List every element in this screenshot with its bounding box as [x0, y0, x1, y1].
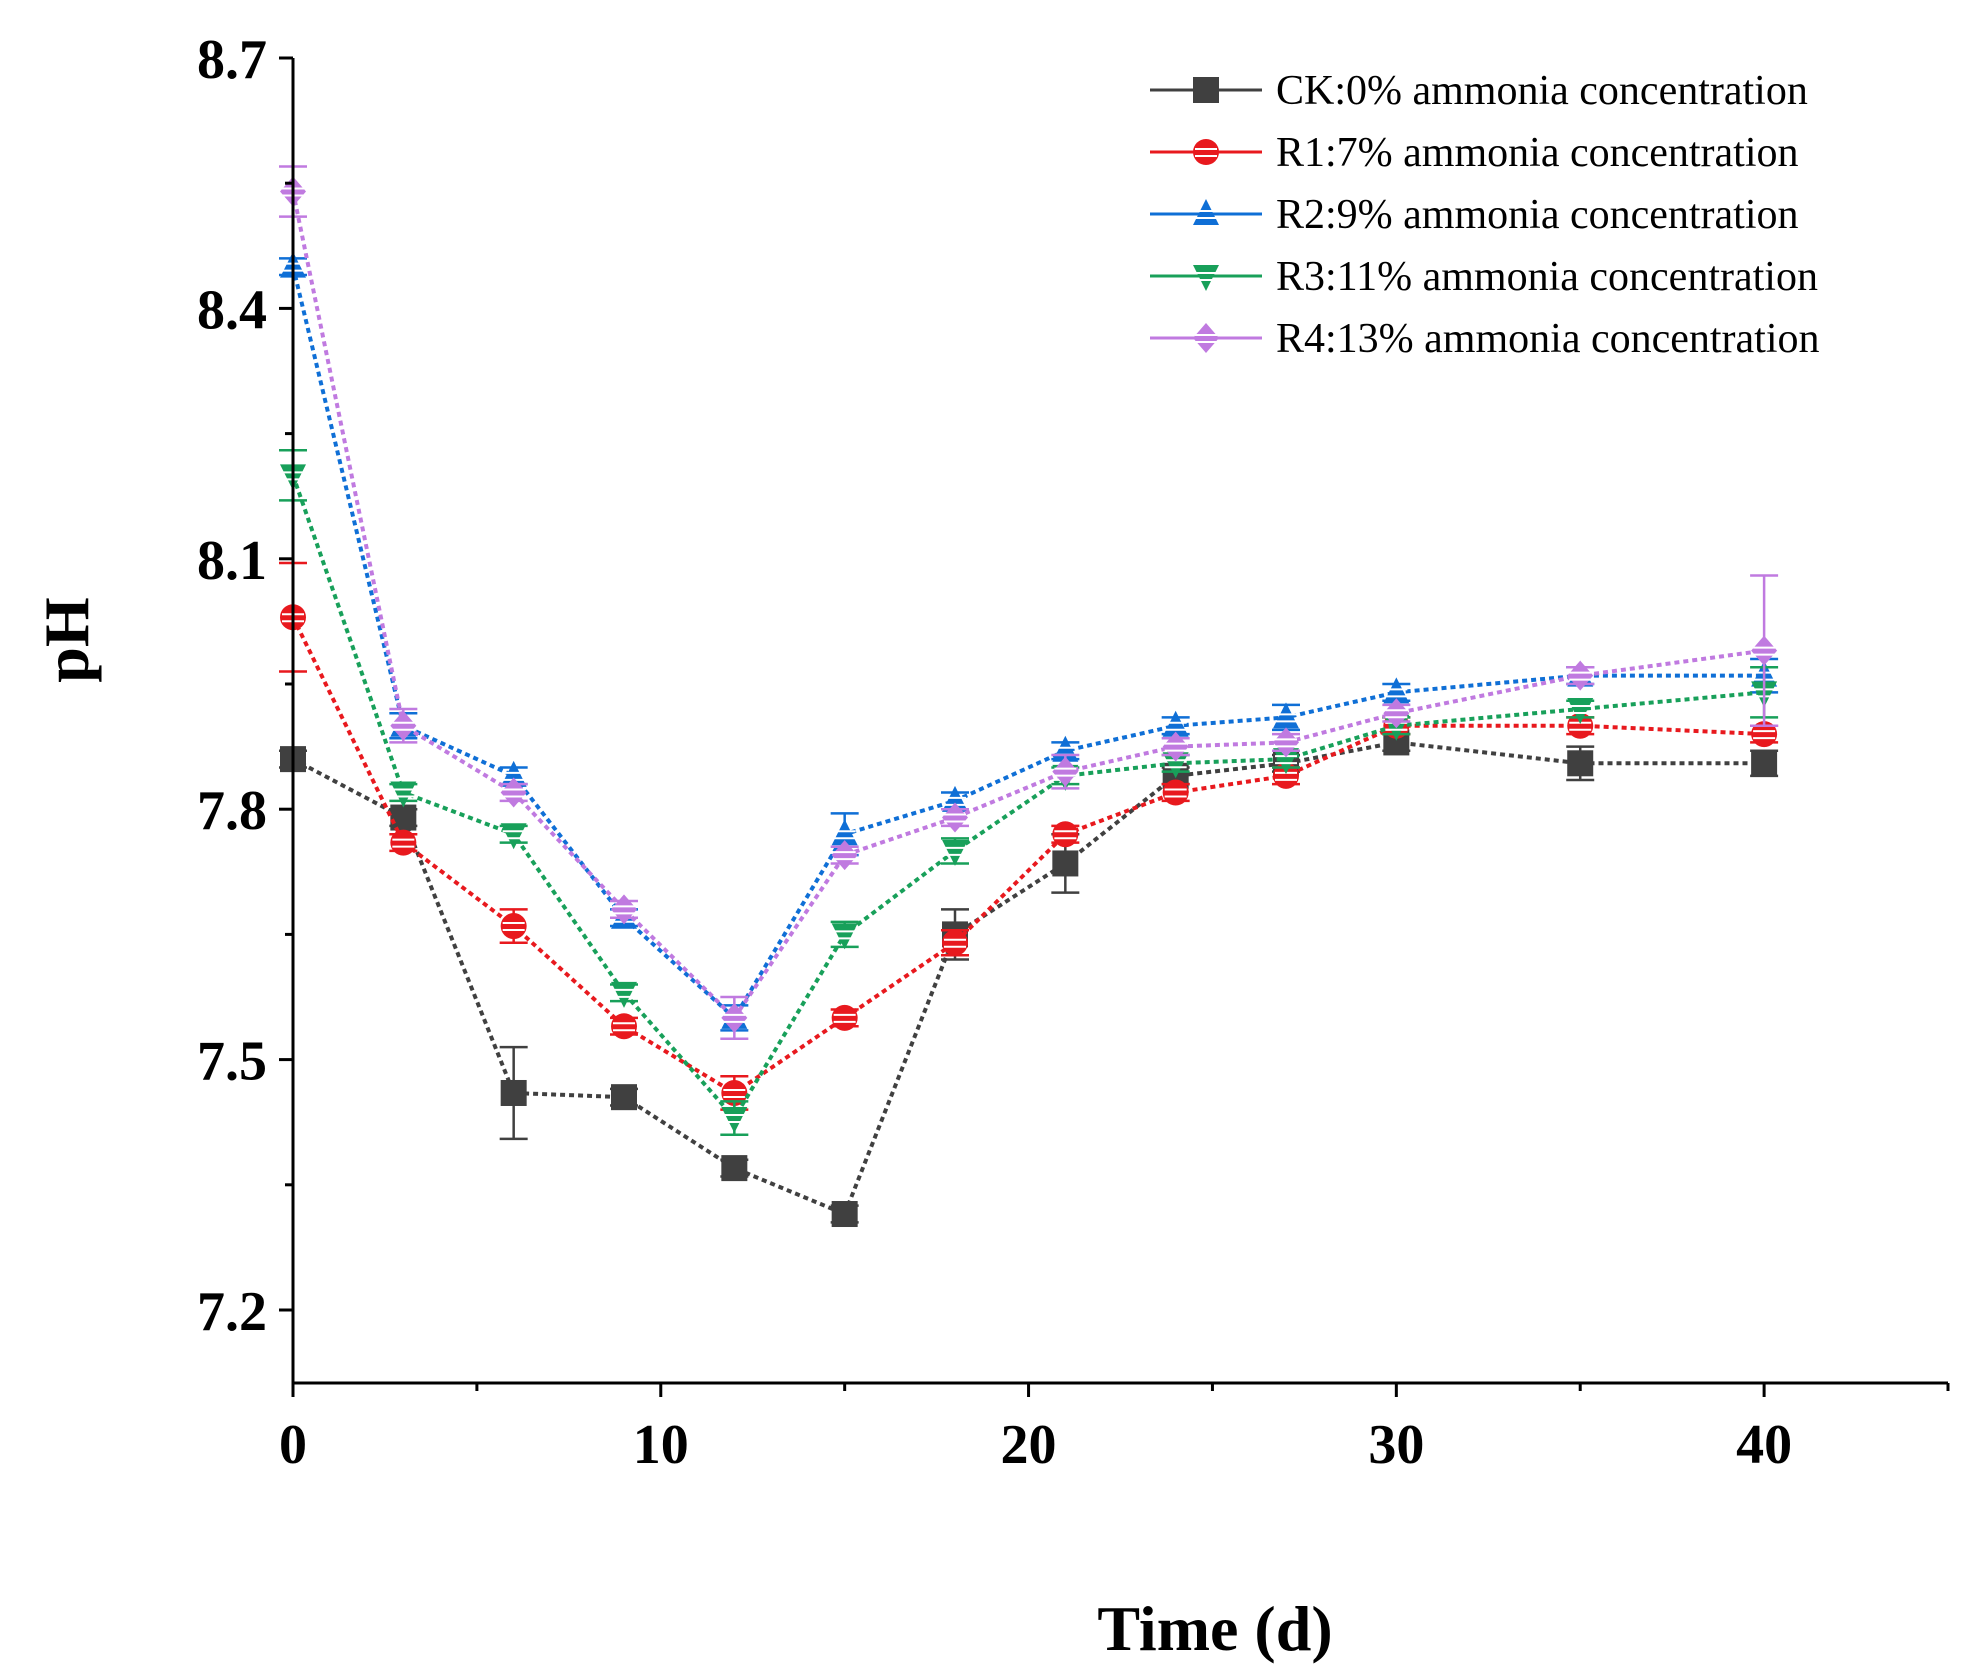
data-point	[1052, 756, 1079, 787]
data-point	[1383, 698, 1410, 729]
y-tick-label: 7.2	[197, 1281, 267, 1343]
data-point	[942, 929, 968, 956]
data-point	[1273, 762, 1299, 789]
data-point	[500, 777, 527, 808]
series-line	[291, 266, 1765, 1021]
data-point	[611, 1084, 637, 1111]
data-point	[831, 1201, 858, 1228]
legend-marker	[1193, 77, 1219, 103]
legend-label: R2:9% ammonia concentration	[1276, 192, 1799, 238]
data-point	[942, 839, 968, 866]
x-tick-label: 40	[1736, 1414, 1792, 1476]
series-2	[279, 251, 1779, 1032]
legend-label: R4:13% ammonia concentration	[1276, 316, 1820, 362]
data-point	[1567, 750, 1594, 777]
x-axis-title: Time (d)	[1097, 1593, 1332, 1664]
series-4	[279, 165, 1779, 1040]
data-point	[1567, 712, 1594, 739]
x-ticks: 0 10 20 30 40	[279, 1383, 1950, 1476]
data-point	[500, 823, 527, 850]
data-point	[831, 1004, 858, 1031]
y-tick-label: 7.5	[197, 1031, 267, 1093]
data-point	[1273, 748, 1299, 775]
legend-marker	[1193, 323, 1219, 353]
x-tick-label: 30	[1368, 1414, 1424, 1476]
data-point	[1162, 752, 1189, 779]
data-point	[390, 781, 417, 808]
data-point	[1567, 660, 1594, 691]
y-tick-label: 8.1	[197, 530, 267, 592]
series-line	[291, 616, 1765, 1096]
legend-label: R3:11% ammonia concentration	[1276, 254, 1818, 300]
series-0	[279, 729, 1779, 1228]
legend-label: CK:0% ammonia concentration	[1276, 68, 1808, 114]
data-point	[1162, 779, 1189, 806]
y-ticks: 7.2 7.5 7.8 8.1 8.4 8.7	[197, 29, 293, 1343]
data-point	[721, 1079, 748, 1106]
legend: CK:0% ammonia concentration R1:7% ammonia…	[1150, 68, 1820, 362]
data-point	[1273, 727, 1299, 758]
data-point	[500, 913, 527, 940]
x-tick-label: 10	[633, 1414, 689, 1476]
data-point	[831, 923, 858, 950]
data-point	[611, 1013, 637, 1040]
data-point	[611, 894, 637, 925]
data-point	[1162, 731, 1189, 762]
data-point	[390, 710, 417, 741]
data-point	[1751, 635, 1778, 666]
data-point	[1052, 850, 1079, 877]
data-point	[831, 840, 858, 871]
data-point	[611, 981, 637, 1008]
legend-marker	[1193, 265, 1219, 291]
data-point	[1567, 698, 1594, 725]
y-tick-label: 8.4	[197, 279, 267, 341]
data-point	[721, 1107, 748, 1134]
data-point	[390, 804, 417, 831]
data-point	[721, 1155, 748, 1182]
data-point	[1751, 721, 1778, 748]
legend-label: R1:7% ammonia concentration	[1276, 130, 1799, 176]
data-point	[390, 829, 417, 856]
x-tick-label: 20	[1001, 1414, 1057, 1476]
data-point	[500, 1079, 527, 1106]
y-tick-label: 8.7	[197, 29, 267, 91]
y-axis-title: pH	[31, 597, 102, 682]
data-point	[1052, 821, 1079, 848]
data-point	[721, 1002, 748, 1033]
y-tick-label: 7.8	[197, 780, 267, 842]
axes	[291, 58, 1948, 1385]
legend-marker	[1193, 139, 1219, 165]
plot-area	[279, 165, 1779, 1228]
series-1	[279, 561, 1779, 1111]
data-point	[942, 802, 968, 833]
x-tick-label: 0	[279, 1414, 307, 1476]
data-point	[1751, 750, 1778, 777]
series-line	[292, 740, 1765, 1217]
